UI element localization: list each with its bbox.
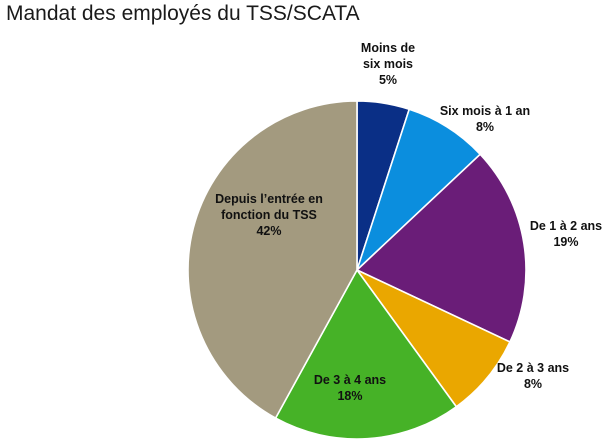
pie-label-value: 18%	[337, 389, 362, 403]
pie-label-text: Six mois à 1 an	[440, 104, 530, 118]
pie-label-text: De 3 à 4 ans	[314, 373, 386, 387]
pie-label-4: De 2 à 3 ans 8%	[497, 361, 569, 391]
chart-title: Mandat des employés du TSS/SCATA	[6, 2, 360, 25]
pie-label-value: 5%	[379, 73, 397, 87]
pie-label-1: Moins de six mois 5%	[361, 41, 415, 87]
pie-label-6: Depuis l’entrée en fonction du TSS 42%	[215, 192, 323, 238]
pie-slice-6	[187, 100, 358, 420]
pie-label-text: six mois	[363, 57, 413, 71]
pie-slice-5	[274, 268, 458, 440]
pie-label-text: De 1 à 2 ans	[530, 219, 602, 233]
pie-label-text: fonction du TSS	[221, 208, 317, 222]
pie-slices	[187, 100, 527, 440]
pie-label-text: Depuis l’entrée en	[215, 192, 323, 206]
pie-label-value: 8%	[476, 120, 494, 134]
pie-label-value: 42%	[256, 224, 281, 238]
pie-label-5: De 3 à 4 ans 18%	[314, 373, 386, 403]
pie-label-text: De 2 à 3 ans	[497, 361, 569, 375]
pie-label-text: Moins de	[361, 41, 415, 55]
pie-label-value: 19%	[553, 235, 578, 249]
pie-labels: Moins de six mois 5% Six mois à 1 an 8% De 1 …	[215, 41, 602, 403]
pie-slice-3	[355, 153, 527, 344]
pie-label-2: Six mois à 1 an 8%	[440, 104, 530, 134]
pie-label-3: De 1 à 2 ans 19%	[530, 219, 602, 249]
pie-label-value: 8%	[524, 377, 542, 391]
